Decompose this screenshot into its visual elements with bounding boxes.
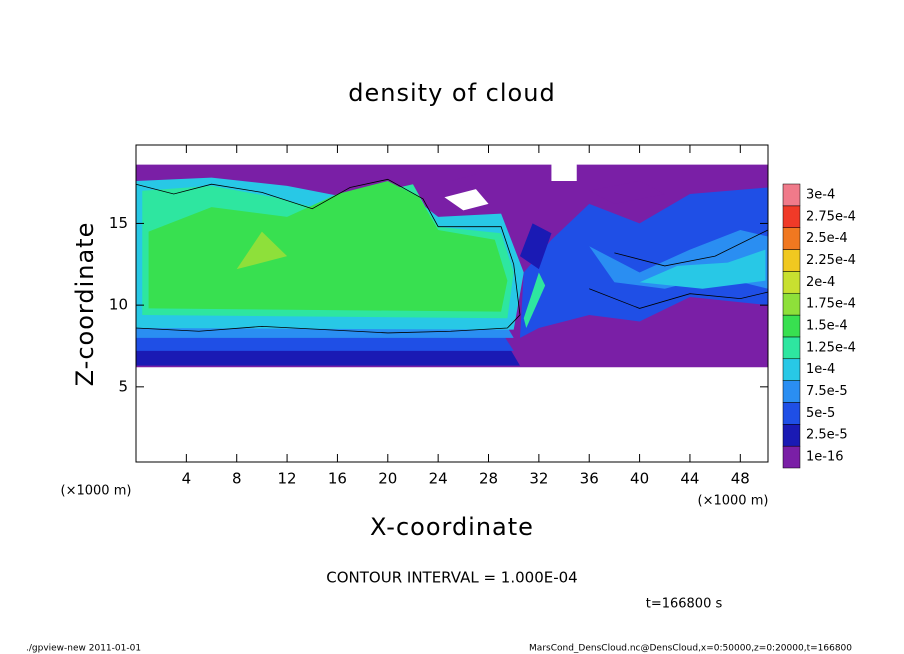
footer-right: MarsCond_DensCloud.nc@DensCloud,x=0:5000… bbox=[529, 644, 852, 654]
colorbar-label: 1.25e-4 bbox=[806, 340, 856, 355]
y-axis-label: Z-coordinate bbox=[71, 222, 99, 387]
y-tick-label: 15 bbox=[109, 214, 128, 232]
x-tick-label: 4 bbox=[182, 470, 192, 488]
contour-note: CONTOUR INTERVAL = 1.000E-04 bbox=[326, 569, 577, 587]
colorbar-label: 3e-4 bbox=[806, 187, 835, 202]
x-tick-label: 16 bbox=[328, 470, 347, 488]
x-tick-label: 44 bbox=[680, 470, 699, 488]
colorbar-box bbox=[782, 314, 801, 338]
colorbar-label: 2.75e-4 bbox=[806, 209, 856, 224]
field-region bbox=[589, 180, 665, 204]
colorbar-label: 1.5e-4 bbox=[806, 319, 848, 334]
y-tick-label: 10 bbox=[109, 296, 128, 314]
colorbar-box bbox=[782, 424, 801, 447]
x-unit: (×1000 m) bbox=[698, 494, 769, 509]
colorbar-label: 1e-4 bbox=[806, 362, 835, 377]
field-region bbox=[639, 249, 766, 289]
plot-frame bbox=[135, 144, 769, 463]
colorbar-box bbox=[782, 205, 801, 228]
x-tick-label: 48 bbox=[731, 470, 750, 488]
contour-line bbox=[135, 178, 521, 334]
contour-line bbox=[614, 229, 769, 267]
clear-region bbox=[551, 164, 577, 181]
field bbox=[135, 164, 769, 368]
field-region bbox=[236, 231, 288, 270]
colorbar-label: 2e-4 bbox=[806, 275, 835, 290]
colorbar-box bbox=[782, 336, 801, 360]
y-tick-label: 5 bbox=[118, 377, 128, 395]
time-note: t=166800 s bbox=[646, 597, 723, 612]
colorbar-box bbox=[782, 445, 801, 469]
field-region bbox=[519, 223, 552, 270]
x-tick-label: 28 bbox=[479, 470, 498, 488]
field-region bbox=[523, 272, 546, 329]
colorbar-box bbox=[782, 358, 801, 381]
x-axis-label: X-coordinate bbox=[370, 513, 534, 541]
colorbar-label: 2.5e-5 bbox=[806, 428, 848, 443]
x-tick-label: 12 bbox=[278, 470, 297, 488]
colorbar-label: 2.25e-4 bbox=[806, 253, 856, 268]
colorbar-label: 7.5e-5 bbox=[806, 384, 848, 399]
x-tick-label: 24 bbox=[429, 470, 448, 488]
footer-left: ./gpview-new 2011-01-01 bbox=[26, 644, 141, 654]
colorbar-label: 1e-16 bbox=[806, 450, 844, 465]
colorbar-label: 1.75e-4 bbox=[806, 297, 856, 312]
x-tick-label: 32 bbox=[529, 470, 548, 488]
colorbar-box bbox=[782, 380, 801, 403]
field-region bbox=[519, 187, 768, 338]
chart-title: density of cloud bbox=[348, 79, 555, 107]
y-unit: (×1000 m) bbox=[61, 484, 132, 499]
colorbar-label: 5e-5 bbox=[806, 406, 835, 421]
clear-region bbox=[444, 189, 489, 211]
field-region bbox=[148, 180, 508, 312]
colorbar-label: 2.5e-4 bbox=[806, 231, 848, 246]
contour-line bbox=[589, 288, 769, 309]
colorbar-box bbox=[782, 402, 801, 425]
colorbar-box bbox=[782, 183, 801, 207]
x-tick-label: 8 bbox=[232, 470, 242, 488]
x-tick-label: 40 bbox=[630, 470, 649, 488]
colorbar-box bbox=[782, 249, 801, 272]
colorbar-box bbox=[782, 292, 801, 316]
colorbar-box bbox=[782, 271, 801, 294]
x-tick-label: 20 bbox=[378, 470, 397, 488]
x-tick-label: 36 bbox=[580, 470, 599, 488]
colorbar-box bbox=[782, 227, 801, 250]
